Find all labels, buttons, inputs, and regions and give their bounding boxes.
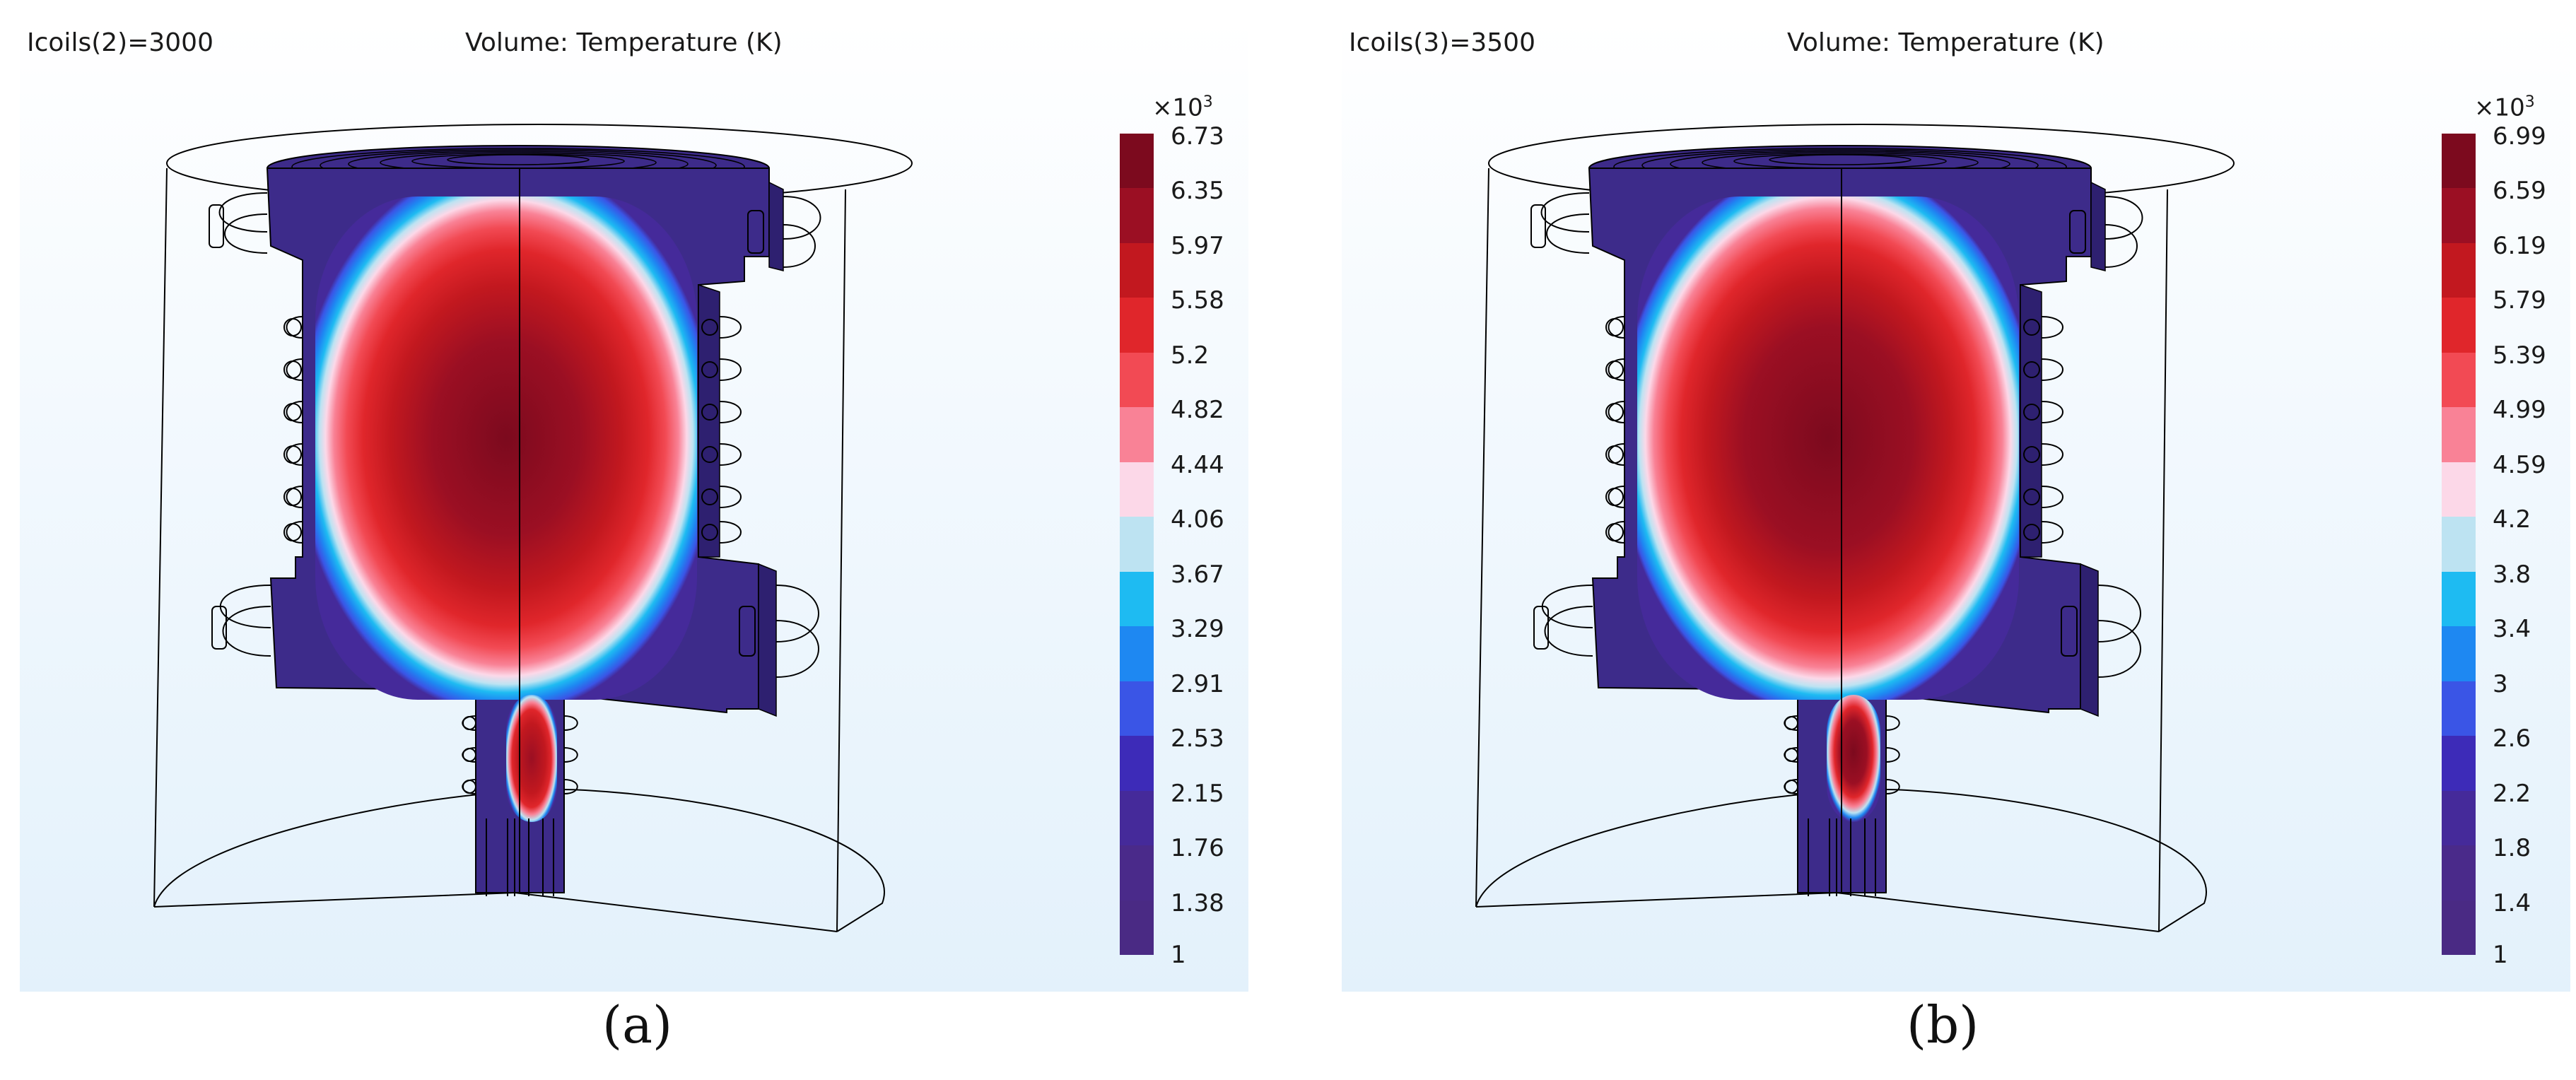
colorbar-tick: 2.15 <box>1171 780 1224 808</box>
colorbar-tick: 1.76 <box>1171 834 1224 862</box>
colorbar-tick: 1.38 <box>1171 889 1224 917</box>
colorbar-tick: 4.99 <box>2493 396 2546 424</box>
colorbar-tick: 4.59 <box>2493 451 2546 479</box>
colorbar-tick: 3.29 <box>1171 615 1224 643</box>
colorbar-tick: 6.73 <box>1171 122 1224 151</box>
colorbar-tick: 4.2 <box>2493 505 2531 534</box>
colorbar-tick: 6.35 <box>1171 177 1224 205</box>
plot-panel-a: Icoils(2)=3000 Volume: Temperature (K) <box>20 20 1248 992</box>
colorbar-tick: 6.99 <box>2493 122 2546 151</box>
colorbar-tick: 2.6 <box>2493 724 2531 753</box>
colorbar-tick: 1.8 <box>2493 834 2531 862</box>
parameter-label: Icoils(2)=3000 <box>27 28 213 57</box>
colorbar-tick: 2.91 <box>1171 670 1224 698</box>
colorbar-tick: 5.97 <box>1171 232 1224 260</box>
colorbar-tick: 3 <box>2493 670 2508 698</box>
colorbar-tick: 2.2 <box>2493 780 2531 808</box>
panel-caption-b: (b) <box>1907 995 1979 1055</box>
colorbar-tick: 2.53 <box>1171 724 1224 753</box>
colorbar-tick: 5.58 <box>1171 286 1224 315</box>
temperature-3d-plot <box>1475 124 2235 932</box>
plot-panel-b: Icoils(3)=3500 Volume: Temperature (K) <box>1342 20 2570 992</box>
colorbar-tick: 5.2 <box>1171 341 1210 370</box>
parameter-label: Icoils(3)=3500 <box>1349 28 1535 57</box>
colorbar-tick: 1 <box>1171 941 1186 969</box>
colorbar <box>2442 134 2476 956</box>
colorbar-exponent: ×103 <box>2474 93 2535 122</box>
colorbar-exponent: ×103 <box>1152 93 1213 122</box>
colorbar-tick: 4.06 <box>1171 505 1224 534</box>
colorbar-tick: 5.39 <box>2493 341 2546 370</box>
colorbar-tick: 6.19 <box>2493 232 2546 260</box>
plot-title: Volume: Temperature (K) <box>465 28 783 57</box>
colorbar-tick: 3.8 <box>2493 560 2531 589</box>
colorbar-tick: 3.4 <box>2493 615 2531 643</box>
plot-title: Volume: Temperature (K) <box>1787 28 2104 57</box>
colorbar-tick: 3.67 <box>1171 560 1224 589</box>
colorbar <box>1120 134 1154 956</box>
panel-caption-a: (a) <box>602 995 673 1055</box>
colorbar-tick: 4.82 <box>1171 396 1224 424</box>
colorbar-tick: 4.44 <box>1171 451 1224 479</box>
colorbar-tick: 5.79 <box>2493 286 2546 315</box>
colorbar-tick: 1.4 <box>2493 889 2531 917</box>
temperature-3d-plot <box>153 124 913 932</box>
colorbar-tick: 6.59 <box>2493 177 2546 205</box>
colorbar-tick: 1 <box>2493 941 2508 969</box>
